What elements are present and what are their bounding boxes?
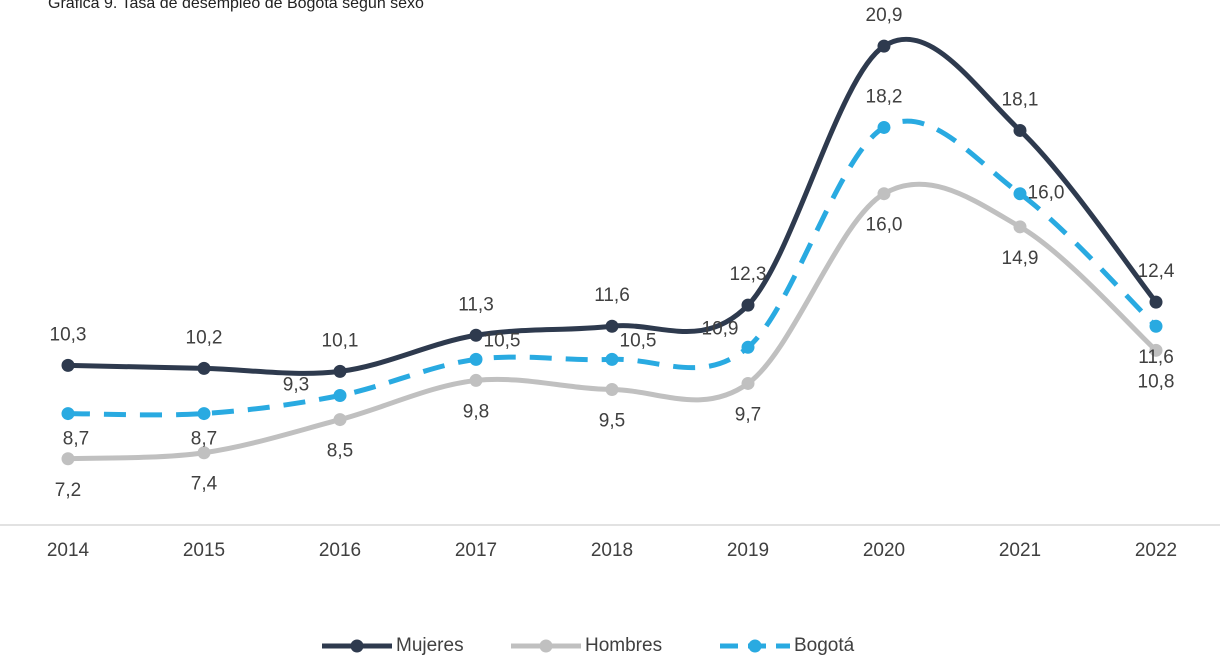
data-point <box>61 358 75 372</box>
data-label: 7,2 <box>55 480 81 501</box>
data-point <box>333 413 347 427</box>
data-label: 16,0 <box>1028 183 1065 204</box>
data-point <box>1149 295 1163 309</box>
legend-label: Bogotá <box>794 635 855 656</box>
data-label: 10,8 <box>1138 371 1175 392</box>
data-label: 9,8 <box>463 401 489 422</box>
data-label: 10,5 <box>620 330 657 351</box>
data-point <box>877 39 891 53</box>
data-point <box>741 298 755 312</box>
data-label: 11,6 <box>594 285 630 306</box>
data-point <box>1013 187 1027 201</box>
series-line <box>67 118 1158 418</box>
x-tick-label: 2019 <box>727 540 769 561</box>
data-label: 12,4 <box>1138 261 1175 282</box>
data-point <box>877 187 891 201</box>
data-label: 10,1 <box>322 330 359 351</box>
x-tick-label: 2015 <box>183 540 225 561</box>
data-label: 9,7 <box>735 404 761 425</box>
chart-title: Gráfica 9. Tasa de desempleo de Bogotá s… <box>48 0 424 12</box>
data-point <box>1149 343 1163 357</box>
data-point <box>61 452 75 466</box>
data-point <box>605 352 619 366</box>
data-label: 14,9 <box>1002 248 1039 269</box>
data-label: 8,7 <box>191 429 217 450</box>
legend-marker <box>539 639 553 653</box>
data-point <box>197 446 211 460</box>
data-label: 11,3 <box>458 294 494 315</box>
data-point <box>333 364 347 378</box>
data-point <box>197 407 211 421</box>
data-point <box>197 361 211 375</box>
x-tick-label: 2014 <box>47 540 90 561</box>
data-label: 12,3 <box>730 264 767 285</box>
x-tick-label: 2020 <box>863 540 905 561</box>
data-point <box>469 373 483 387</box>
x-tick-label: 2021 <box>999 540 1041 561</box>
data-label: 7,4 <box>191 474 218 495</box>
data-label: 8,7 <box>63 429 89 450</box>
legend-label: Mujeres <box>396 635 464 656</box>
data-point <box>741 340 755 354</box>
data-point <box>1013 220 1027 234</box>
x-tick-label: 2018 <box>591 540 633 561</box>
data-label: 10,5 <box>484 330 521 351</box>
data-point <box>1013 123 1027 137</box>
data-point <box>61 407 75 421</box>
data-point <box>877 120 891 134</box>
legend-label: Hombres <box>585 635 662 656</box>
data-point <box>1149 319 1163 333</box>
data-point <box>605 382 619 396</box>
legend-marker <box>748 639 762 653</box>
x-tick-label: 2022 <box>1135 540 1177 561</box>
data-label: 9,5 <box>599 410 625 431</box>
data-point <box>605 319 619 333</box>
data-label: 11,6 <box>1138 347 1174 368</box>
legend-marker <box>350 639 364 653</box>
data-point <box>741 376 755 390</box>
data-label: 20,9 <box>866 5 903 26</box>
series-line <box>67 37 1158 376</box>
data-label: 9,3 <box>283 375 309 396</box>
series-line <box>67 181 1158 462</box>
data-point <box>333 388 347 402</box>
data-label: 18,2 <box>866 86 903 107</box>
data-label: 18,1 <box>1002 89 1039 110</box>
data-point <box>469 352 483 366</box>
x-tick-label: 2017 <box>455 540 497 561</box>
data-label: 10,9 <box>702 318 739 339</box>
data-point <box>469 328 483 342</box>
x-tick-label: 2016 <box>319 540 361 561</box>
data-label: 10,3 <box>50 324 87 345</box>
data-label: 10,2 <box>186 327 223 348</box>
data-label: 16,0 <box>866 215 903 236</box>
data-label: 8,5 <box>327 441 353 462</box>
